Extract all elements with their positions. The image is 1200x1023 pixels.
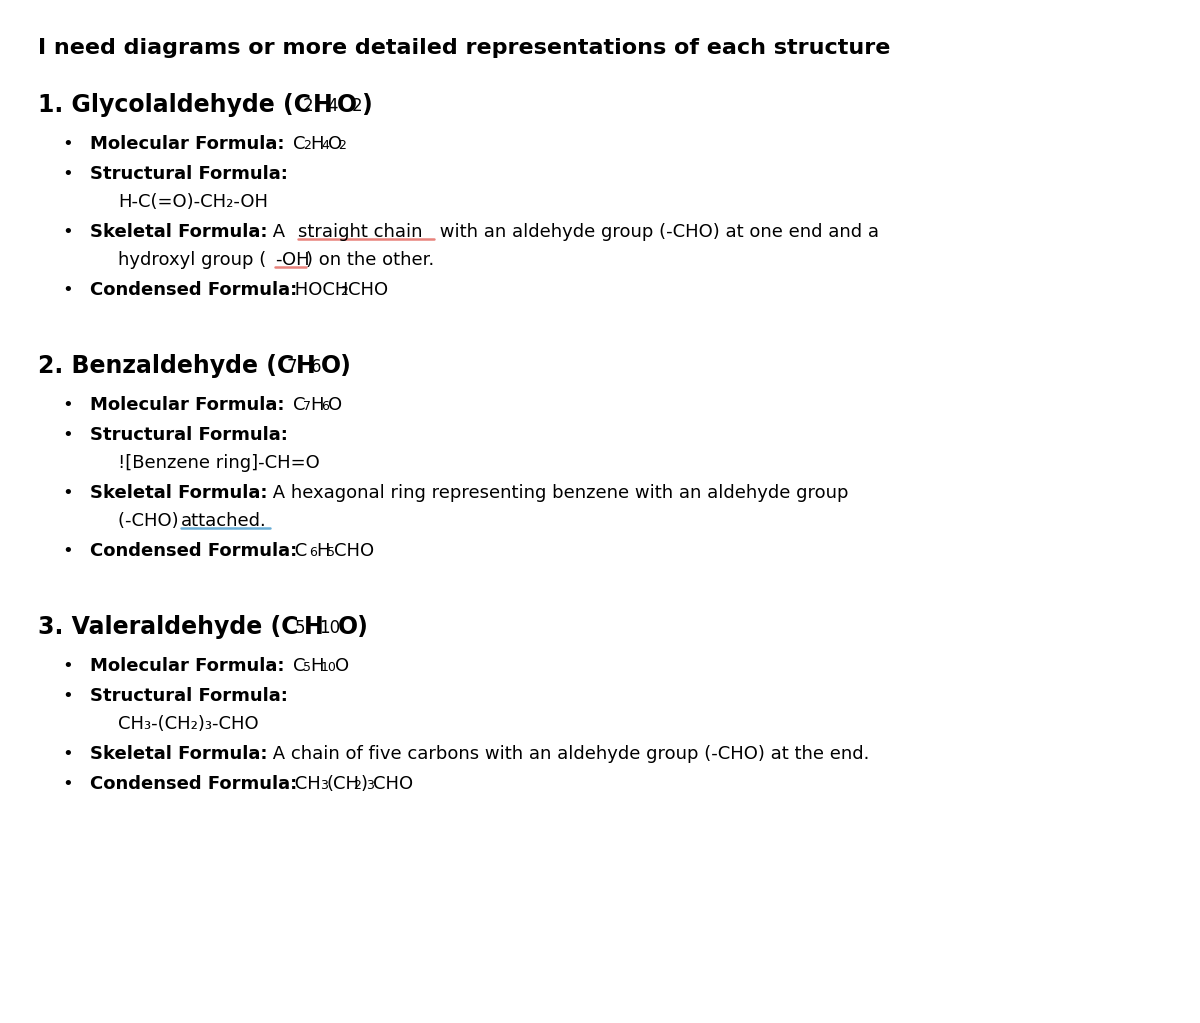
Text: Molecular Formula:: Molecular Formula: xyxy=(90,135,290,153)
Text: 3: 3 xyxy=(319,779,328,792)
Text: A chain of five carbons with an aldehyde group (-CHO) at the end.: A chain of five carbons with an aldehyde… xyxy=(266,745,869,763)
Text: H: H xyxy=(311,657,324,675)
Text: 6: 6 xyxy=(310,546,317,559)
Text: C: C xyxy=(293,135,306,153)
Text: 10: 10 xyxy=(322,661,337,674)
Text: C: C xyxy=(293,396,306,414)
Text: 10: 10 xyxy=(319,619,341,637)
Text: ) on the other.: ) on the other. xyxy=(306,251,434,269)
Text: with an aldehyde group (-CHO) at one end and a: with an aldehyde group (-CHO) at one end… xyxy=(434,223,878,241)
Text: •: • xyxy=(62,745,73,763)
Text: HOCH: HOCH xyxy=(288,281,348,299)
Text: •: • xyxy=(62,396,73,414)
Text: Skeletal Formula:: Skeletal Formula: xyxy=(90,223,268,241)
Text: ): ) xyxy=(361,93,372,117)
Text: ): ) xyxy=(360,775,367,793)
Text: H-C(=O)-CH₂-OH: H-C(=O)-CH₂-OH xyxy=(118,193,268,211)
Text: hydroxyl group (: hydroxyl group ( xyxy=(118,251,266,269)
Text: 6: 6 xyxy=(311,358,322,376)
Text: •: • xyxy=(62,426,73,444)
Text: 4: 4 xyxy=(328,97,338,115)
Text: H: H xyxy=(311,396,324,414)
Text: 6: 6 xyxy=(322,400,329,413)
Text: •: • xyxy=(62,687,73,705)
Text: 2: 2 xyxy=(353,779,361,792)
Text: CH: CH xyxy=(288,775,320,793)
Text: Skeletal Formula:: Skeletal Formula: xyxy=(90,745,268,763)
Text: A hexagonal ring representing benzene with an aldehyde group: A hexagonal ring representing benzene wi… xyxy=(266,484,848,502)
Text: Molecular Formula:: Molecular Formula: xyxy=(90,657,290,675)
Text: attached.: attached. xyxy=(181,512,268,530)
Text: 2: 2 xyxy=(352,97,362,115)
Text: 2: 2 xyxy=(341,285,348,298)
Text: H: H xyxy=(305,615,324,639)
Text: H: H xyxy=(317,542,330,560)
Text: Condensed Formula:: Condensed Formula: xyxy=(90,775,298,793)
Text: straight chain: straight chain xyxy=(298,223,422,241)
Text: Skeletal Formula:: Skeletal Formula: xyxy=(90,484,268,502)
Text: -OH: -OH xyxy=(275,251,310,269)
Text: C: C xyxy=(293,657,306,675)
Text: 1. Glycolaldehyde (C: 1. Glycolaldehyde (C xyxy=(38,93,311,117)
Text: H: H xyxy=(312,93,332,117)
Text: 2: 2 xyxy=(304,139,311,152)
Text: 2. Benzaldehyde (C: 2. Benzaldehyde (C xyxy=(38,354,294,379)
Text: •: • xyxy=(62,223,73,241)
Text: (CH: (CH xyxy=(326,775,360,793)
Text: •: • xyxy=(62,165,73,183)
Text: O): O) xyxy=(338,615,370,639)
Text: •: • xyxy=(62,135,73,153)
Text: •: • xyxy=(62,657,73,675)
Text: 3. Valeraldehyde (C: 3. Valeraldehyde (C xyxy=(38,615,299,639)
Text: Molecular Formula:: Molecular Formula: xyxy=(90,396,290,414)
Text: O): O) xyxy=(320,354,352,379)
Text: CH₃-(CH₂)₃-CHO: CH₃-(CH₂)₃-CHO xyxy=(118,715,259,733)
Text: Structural Formula:: Structural Formula: xyxy=(90,426,288,444)
Text: 2: 2 xyxy=(302,97,313,115)
Text: A: A xyxy=(266,223,290,241)
Text: Structural Formula:: Structural Formula: xyxy=(90,165,288,183)
Text: 5: 5 xyxy=(295,619,305,637)
Text: I need diagrams or more detailed representations of each structure: I need diagrams or more detailed represe… xyxy=(38,38,890,58)
Text: 4: 4 xyxy=(322,139,329,152)
Text: ![Benzene ring]-CH=O: ![Benzene ring]-CH=O xyxy=(118,454,319,472)
Text: Condensed Formula:: Condensed Formula: xyxy=(90,281,298,299)
Text: (-CHO): (-CHO) xyxy=(118,512,185,530)
Text: H: H xyxy=(311,135,324,153)
Text: •: • xyxy=(62,542,73,560)
Text: 5: 5 xyxy=(304,661,312,674)
Text: 7: 7 xyxy=(304,400,312,413)
Text: •: • xyxy=(62,775,73,793)
Text: 7: 7 xyxy=(287,358,296,376)
Text: Condensed Formula:: Condensed Formula: xyxy=(90,542,298,560)
Text: •: • xyxy=(62,281,73,299)
Text: O: O xyxy=(329,396,342,414)
Text: 5: 5 xyxy=(326,546,335,559)
Text: 3: 3 xyxy=(366,779,374,792)
Text: C: C xyxy=(288,542,307,560)
Text: O: O xyxy=(336,657,349,675)
Text: •: • xyxy=(62,484,73,502)
Text: Structural Formula:: Structural Formula: xyxy=(90,687,288,705)
Text: 2: 2 xyxy=(338,139,347,152)
Text: CHO: CHO xyxy=(334,542,374,560)
Text: H: H xyxy=(296,354,316,379)
Text: O: O xyxy=(329,135,342,153)
Text: CHO: CHO xyxy=(373,775,414,793)
Text: CHO: CHO xyxy=(348,281,388,299)
Text: O: O xyxy=(337,93,358,117)
